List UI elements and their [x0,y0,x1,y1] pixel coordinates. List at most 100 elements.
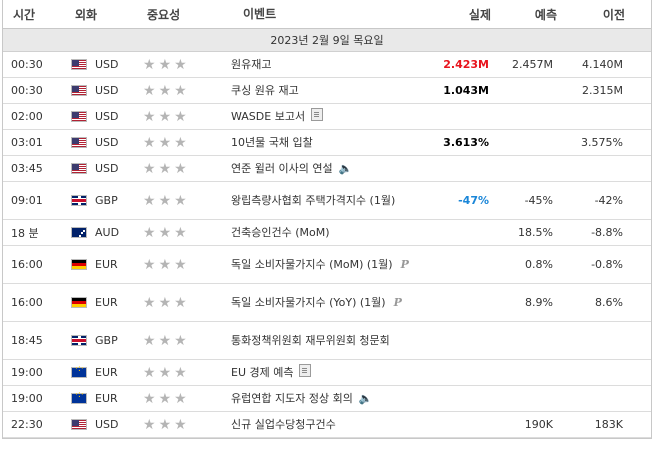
event-title[interactable]: 독일 소비자물가지수 (YoY) (1월) [231,296,386,309]
star-icon: ★ [158,256,172,273]
event-name[interactable]: 10년물 국채 입찰 [231,133,417,152]
event-name[interactable]: 유럽연합 지도자 정상 회의 🔈 [231,389,417,408]
forecast-value: -45% [524,194,553,207]
event-row[interactable]: 19:00 EUR ★★★유럽연합 지도자 정상 회의 🔈 [3,386,651,412]
event-name[interactable]: EU 경제 예측 [231,363,417,382]
event-row[interactable]: 18:45 GBP ★ ★ ★ 통화정책위원회 재무위원회 청문회 [3,322,651,360]
event-row[interactable]: 03:45 USD ★ ★ ★ 연준 윌러 이사의 연설 🔈 [3,156,651,182]
event-title[interactable]: 10년물 국채 입찰 [231,136,313,149]
event-name[interactable]: 독일 소비자물가지수 (MoM) (1월) P [231,255,417,274]
importance-rating: ★ ★ ★ [143,226,231,240]
event-title[interactable]: 왕립측량사협회 주택가격지수 (1월) [231,194,396,207]
currency-code: EUR [95,392,118,405]
event-row[interactable]: 09:01 GBP ★ ★ ★ 왕립측량사협회 주택가격지수 (1월) -47% -45% -4… [3,182,651,220]
currency-code: USD [95,136,119,149]
speaker-icon[interactable]: 🔈 [338,162,353,175]
event-name[interactable]: WASDE 보고서 [231,107,417,126]
event-name[interactable]: 건축승인건수 (MoM) [231,223,417,242]
event-time: 18:45 [11,334,43,347]
currency-code: USD [95,84,119,97]
event-row[interactable]: 02:00 USD ★ ★ ★ WASDE 보고서 [3,104,651,130]
event-row[interactable]: 00:30 USD ★ ★ ★ 원유재고 2.423M 2.457M 4.140M [3,52,651,78]
document-icon[interactable] [311,108,324,121]
event-row[interactable]: 22:30 USD ★ ★ ★ 신규 실업수당청구건수 190K 183K [3,412,651,438]
actual-value: -47% [458,194,489,207]
event-time: 19:00 [11,392,43,405]
header-previous: 이전 [602,7,625,22]
importance-rating: ★ ★ ★ [143,58,231,72]
event-row[interactable]: 03:01 USD ★ ★ ★ 10년물 국채 입찰 3.613% 3.575% [3,130,651,156]
header-time: 시간 [13,7,36,22]
star-icon: ★ [174,108,187,125]
previous-value: 183K [594,418,623,431]
event-title[interactable]: 건축승인건수 (MoM) [231,226,330,239]
importance-rating: ★ ★ ★ [143,296,231,310]
event-name[interactable]: 독일 소비자물가지수 (YoY) (1월) P [231,293,417,312]
au-flag-icon [71,227,87,238]
event-name[interactable]: 왕립측량사협회 주택가격지수 (1월) [231,191,417,210]
forecast-value: 0.8% [525,258,553,271]
event-title[interactable]: 신규 실업수당청구건수 [231,418,336,431]
event-currency: GBP [71,194,143,207]
document-icon[interactable] [299,364,312,377]
event-title[interactable]: WASDE 보고서 [231,110,306,123]
star-icon: ★ [158,160,172,177]
event-title[interactable]: 연준 윌러 이사의 연설 [231,162,333,175]
event-row[interactable]: 00:30 USD ★ ★ ★ 쿠싱 원유 재고 1.043M 2.315M [3,78,651,104]
currency-code: EUR [95,258,118,271]
star-icon: ★ [143,294,156,311]
speaker-icon[interactable]: 🔈 [358,392,373,405]
event-currency: USD [71,110,143,123]
currency-code: EUR [95,366,118,379]
event-time: 22:30 [11,418,43,431]
us-flag-icon [71,111,87,122]
event-title[interactable]: 원유재고 [231,58,272,71]
star-icon: ★ [158,224,172,241]
event-name[interactable]: 통화정책위원회 재무위원회 청문회 [231,331,417,350]
previous-value: -42% [594,194,623,207]
event-title[interactable]: 유럽연합 지도자 정상 회의 [231,392,353,405]
star-icon: ★ [143,390,156,407]
previous-value: 8.6% [595,296,623,309]
star-icon: ★ [143,332,156,349]
star-icon: ★ [158,192,172,209]
us-flag-icon [71,59,87,70]
importance-rating: ★ ★ ★ [143,84,231,98]
event-row[interactable]: 16:00 EUR ★ ★ ★ 독일 소비자물가지수 (YoY) (1월) P 8.9% 8.6… [3,284,651,322]
importance-rating: ★ ★ ★ [143,162,231,176]
event-name[interactable]: 원유재고 [231,55,417,74]
star-icon: ★ [143,108,156,125]
star-icon: ★ [143,82,156,99]
event-row[interactable]: 18 분 AUD ★ ★ ★ 건축승인건수 (MoM) 18.5% -8.8% [3,220,651,246]
event-title[interactable]: EU 경제 예측 [231,366,294,379]
event-name[interactable]: 연준 윌러 이사의 연설 🔈 [231,159,417,178]
star-icon: ★ [174,256,187,273]
event-name[interactable]: 쿠싱 원유 재고 [231,81,417,100]
header-actual: 실제 [468,7,491,22]
star-icon: ★ [143,364,156,381]
event-currency: USD [71,136,143,149]
event-row[interactable]: 16:00 EUR ★ ★ ★ 독일 소비자물가지수 (MoM) (1월) P 0.8% -0.… [3,246,651,284]
event-title[interactable]: 독일 소비자물가지수 (MoM) (1월) [231,258,393,271]
event-currency: USD [71,162,143,175]
star-icon: ★ [158,134,172,151]
star-icon: ★ [158,108,172,125]
star-icon: ★ [158,82,172,99]
event-currency: EUR [71,296,143,309]
star-icon: ★ [174,332,187,349]
importance-rating: ★ ★ ★ [143,392,231,406]
star-icon: ★ [143,224,156,241]
de-flag-icon [71,297,87,308]
previous-value: -8.8% [591,226,623,239]
event-time: 00:30 [11,84,43,97]
currency-code: GBP [95,194,118,207]
event-title[interactable]: 쿠싱 원유 재고 [231,84,299,97]
event-time: 16:00 [11,258,43,271]
star-icon: ★ [143,56,156,73]
event-name[interactable]: 신규 실업수당청구건수 [231,415,417,434]
star-icon: ★ [158,390,172,407]
star-icon: ★ [158,332,172,349]
event-title[interactable]: 통화정책위원회 재무위원회 청문회 [231,334,390,347]
event-time: 03:45 [11,162,43,175]
